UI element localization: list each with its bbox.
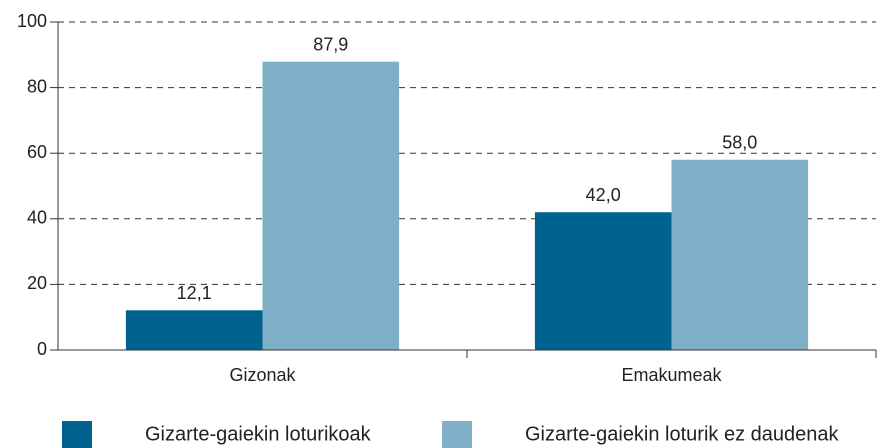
legend-swatch xyxy=(442,421,472,448)
bar xyxy=(262,61,400,351)
legend-swatch xyxy=(62,421,92,448)
value-label: 42,0 xyxy=(586,185,621,205)
y-tick-label: 0 xyxy=(37,339,47,359)
legend-label: Gizarte-gaiekin loturik ez daudenak xyxy=(525,423,840,445)
y-tick-label: 100 xyxy=(17,11,47,31)
y-tick-label: 20 xyxy=(27,273,47,293)
y-tick-label: 60 xyxy=(27,142,47,162)
value-label: 58,0 xyxy=(722,133,757,153)
value-label: 87,9 xyxy=(313,34,348,54)
y-tick-label: 80 xyxy=(27,76,47,96)
x-tick-label: Gizonak xyxy=(229,365,296,385)
bar xyxy=(671,159,809,350)
value-label: 12,1 xyxy=(177,283,212,303)
bar xyxy=(534,212,672,350)
x-tick-label: Emakumeak xyxy=(621,365,722,385)
y-tick-label: 40 xyxy=(27,208,47,228)
bar xyxy=(125,310,263,350)
legend-label: Gizarte-gaiekin loturikoak xyxy=(145,423,372,445)
